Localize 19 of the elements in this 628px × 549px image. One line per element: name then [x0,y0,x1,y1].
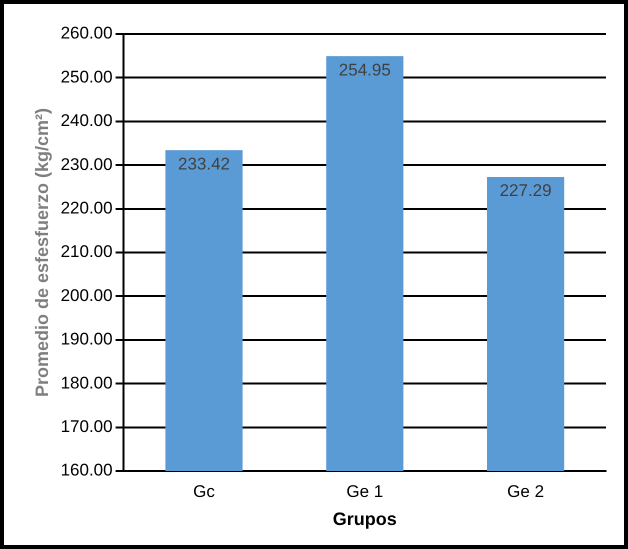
x-tick-label: Ge 1 [346,482,384,501]
y-tick-label: 220.00 [60,198,113,218]
y-tick-label: 230.00 [60,154,113,174]
y-axis-title: Promedio de esfesfuerzo (kg/cm²) [32,108,52,398]
x-tick-label: Gc [193,482,216,501]
y-tick-label: 170.00 [60,416,113,436]
data-label: 254.95 [338,60,391,80]
y-tick-label: 260.00 [60,24,113,43]
y-tick-label: 190.00 [60,330,113,349]
y-tick-label: 160.00 [60,460,113,480]
data-label: 227.29 [500,181,552,200]
x-axis-title: Grupos [332,509,397,530]
x-tick-label: Ge 2 [507,482,544,501]
y-tick-label: 240.00 [60,111,113,130]
y-tick-label: 200.00 [60,286,113,305]
y-tick-label: 180.00 [60,373,113,392]
y-tick-label: 250.00 [60,67,113,86]
y-tick-label: 210.00 [60,242,113,262]
data-label: 233.42 [178,154,230,174]
